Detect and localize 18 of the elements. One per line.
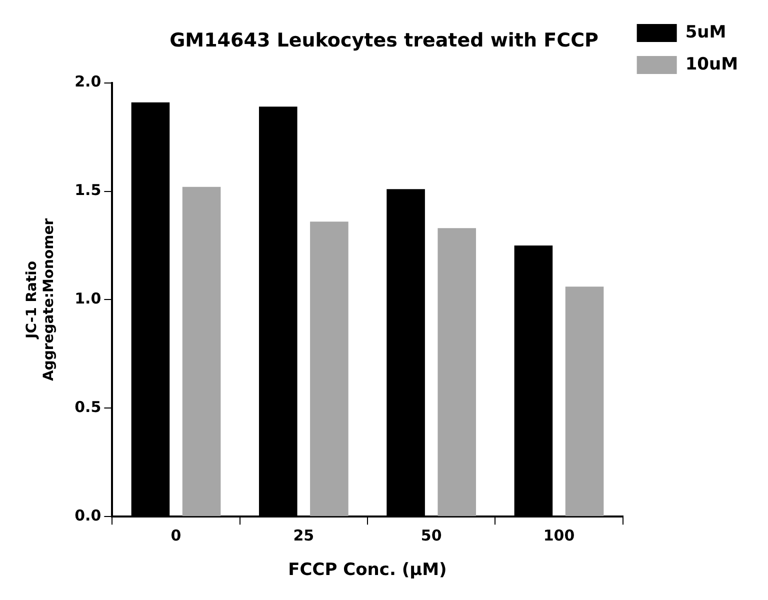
bar — [182, 186, 221, 516]
bar — [438, 228, 476, 516]
x-tick-label: 0 — [170, 526, 182, 544]
bar — [310, 222, 348, 516]
y-tick-label: 1.5 — [74, 181, 102, 200]
bar — [565, 286, 604, 516]
x-tick-label: 100 — [543, 526, 575, 544]
x-tick-label: 50 — [420, 526, 442, 544]
legend-label: 5uM — [685, 22, 726, 42]
y-tick-label: 2.0 — [74, 72, 102, 91]
y-tick-label: 0.0 — [74, 506, 102, 524]
y-tick-label: 1.0 — [74, 290, 102, 308]
y-tick-label: 0.5 — [74, 398, 102, 416]
y-axis-title: JC-1 Ratio Aggregate:Monomer — [24, 218, 57, 382]
x-tick-label: 25 — [293, 526, 314, 544]
chart-title: GM14643 Leukocytes treated with FCCP — [170, 29, 599, 52]
legend-label: 10uM — [685, 54, 738, 74]
x-axis-title: FCCP Conc. (μM) — [288, 560, 447, 580]
